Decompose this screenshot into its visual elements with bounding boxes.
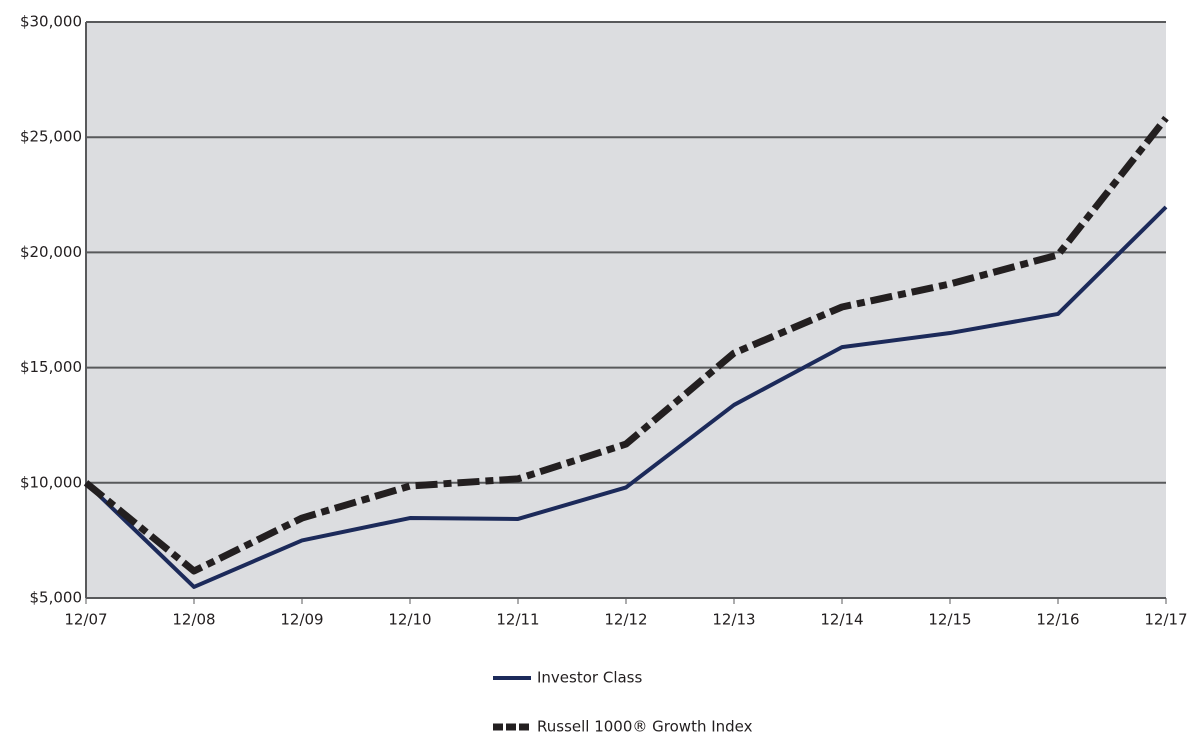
x-tick-label: 12/10: [388, 611, 431, 629]
series-line: [84, 205, 1168, 589]
y-tick-label: $10,000: [20, 473, 82, 491]
x-tick-label: 12/07: [64, 611, 107, 629]
y-tick-label: $5,000: [30, 589, 83, 607]
x-tick-label: 12/13: [712, 611, 755, 629]
plot-area: [86, 22, 1166, 598]
legend-label: Russell 1000® Growth Index: [537, 718, 753, 735]
series-line: [83, 115, 1169, 575]
x-tick-label: 12/16: [1036, 611, 1079, 629]
x-tick-label: 12/17: [1144, 611, 1187, 629]
x-tick-label: 12/11: [496, 611, 539, 629]
y-tick-label: $30,000: [20, 13, 82, 31]
x-tick-label: 12/15: [928, 611, 971, 629]
y-tick-label: $20,000: [20, 243, 82, 261]
x-tick-label: 12/14: [820, 611, 863, 629]
y-tick-label: $15,000: [20, 358, 82, 376]
legend-label: Investor Class: [537, 669, 642, 687]
x-tick-label: 12/08: [172, 611, 215, 629]
x-tick-label: 12/09: [280, 611, 323, 629]
x-tick-label: 12/12: [604, 611, 647, 629]
y-tick-label: $25,000: [20, 128, 82, 146]
